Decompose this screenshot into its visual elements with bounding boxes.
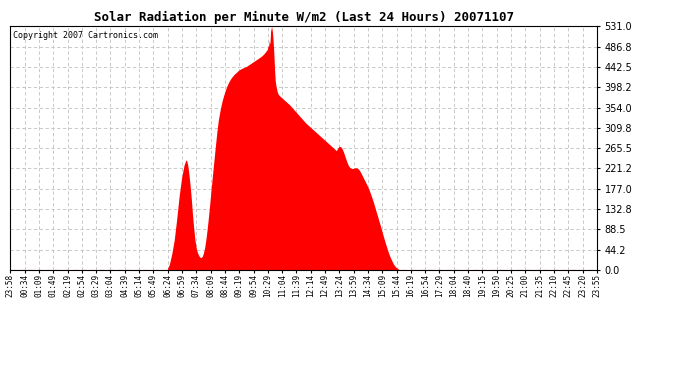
Text: Copyright 2007 Cartronics.com: Copyright 2007 Cartronics.com xyxy=(13,31,158,40)
Title: Solar Radiation per Minute W/m2 (Last 24 Hours) 20071107: Solar Radiation per Minute W/m2 (Last 24… xyxy=(94,10,513,24)
